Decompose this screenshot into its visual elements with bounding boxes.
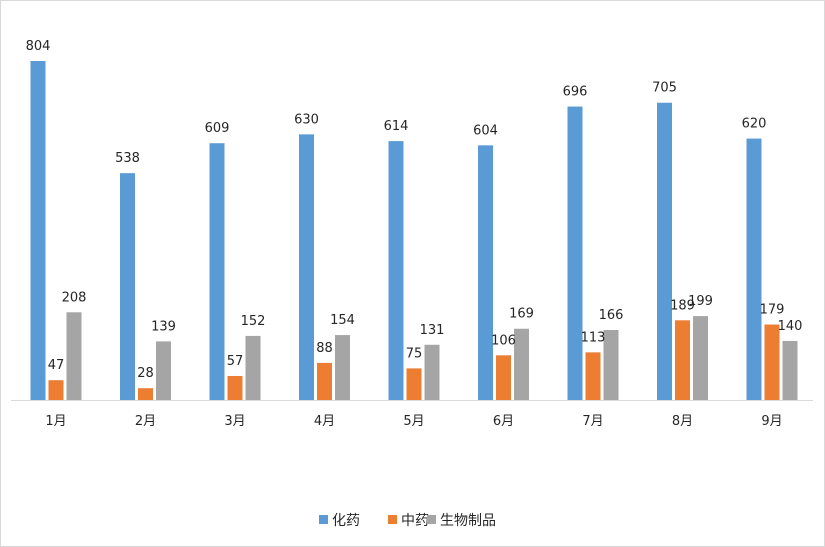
value-label-series-1-cat-8: 179	[760, 303, 785, 318]
bar-series-0-cat-6	[567, 106, 583, 400]
bar-series-1-cat-8	[764, 324, 780, 400]
bar-series-2-cat-2	[245, 335, 261, 400]
bar-series-0-cat-3	[299, 134, 314, 400]
legend-label-2: 生物制品	[440, 513, 496, 529]
value-label-series-2-cat-7: 199	[688, 294, 713, 309]
x-tick-label-2: 3月	[224, 414, 245, 429]
bar-series-2-cat-5	[514, 328, 529, 400]
x-tick-label-6: 7月	[582, 414, 603, 429]
legend-label-0: 化药	[332, 513, 360, 529]
bar-series-1-cat-4	[406, 368, 422, 400]
tick-labels-layer: 1月 2月 3月 4月 5月 6月 7月 8月 9月	[45, 414, 782, 429]
bar-series-0-cat-1	[120, 173, 135, 400]
value-labels-layer: 804 47 208 538 28 139 609 57 152 630 88 154 614 75 131…	[26, 39, 803, 381]
x-tick-label-3: 4月	[314, 414, 335, 429]
legend-swatch-2	[427, 515, 436, 524]
bar-series-1-cat-1	[138, 388, 153, 400]
bar-series-1-cat-0	[48, 380, 64, 400]
bar-series-0-cat-4	[388, 141, 404, 401]
bar-series-0-cat-7	[657, 102, 672, 401]
bar-series-2-cat-8	[782, 340, 798, 400]
bars-layer	[30, 61, 798, 401]
value-label-series-2-cat-4: 131	[420, 323, 445, 338]
x-tick-label-5: 6月	[493, 414, 514, 429]
x-tick-label-8: 9月	[761, 414, 782, 429]
bar-series-0-cat-2	[209, 143, 225, 400]
bar-series-1-cat-7	[675, 320, 690, 400]
value-label-series-0-cat-4: 614	[384, 119, 409, 134]
bar-series-2-cat-3	[335, 335, 350, 400]
value-label-series-1-cat-3: 88	[316, 341, 333, 356]
value-label-series-1-cat-0: 47	[48, 358, 65, 373]
bar-series-2-cat-0	[66, 312, 82, 400]
value-label-series-0-cat-8: 620	[742, 117, 767, 132]
value-label-series-1-cat-7: 189	[670, 298, 695, 313]
value-label-series-1-cat-2: 57	[227, 354, 244, 369]
value-label-series-0-cat-2: 609	[205, 121, 230, 136]
legend-swatch-1	[388, 515, 397, 524]
value-label-series-2-cat-5: 169	[509, 307, 534, 322]
bar-series-0-cat-8	[746, 138, 762, 400]
value-label-series-1-cat-5: 106	[491, 333, 516, 348]
value-label-series-2-cat-8: 140	[778, 319, 803, 334]
bar-series-0-cat-5	[478, 145, 493, 400]
bar-series-2-cat-1	[156, 341, 171, 400]
bar-series-2-cat-4	[424, 344, 440, 400]
value-label-series-2-cat-3: 154	[330, 313, 355, 328]
bar-series-1-cat-3	[317, 362, 332, 400]
value-label-series-2-cat-2: 152	[241, 314, 266, 329]
value-label-series-1-cat-6: 113	[581, 330, 606, 345]
bar-series-1-cat-2	[227, 375, 243, 400]
legend-label-1: 中药	[401, 513, 429, 529]
value-label-series-0-cat-3: 630	[294, 112, 319, 127]
value-label-series-0-cat-7: 705	[652, 81, 677, 96]
value-label-series-0-cat-6: 696	[563, 85, 588, 100]
value-label-series-1-cat-4: 75	[406, 346, 423, 361]
bar-series-2-cat-6	[603, 330, 619, 400]
bar-series-2-cat-7	[693, 316, 708, 400]
value-label-series-0-cat-5: 604	[473, 123, 498, 138]
x-tick-label-7: 8月	[672, 414, 693, 429]
legend: 化药 中药 生物制品	[319, 513, 496, 529]
value-label-series-2-cat-0: 208	[62, 290, 87, 305]
bar-series-1-cat-6	[585, 352, 601, 400]
bar-series-1-cat-5	[496, 355, 511, 400]
value-label-series-0-cat-1: 538	[115, 151, 140, 166]
value-label-series-2-cat-1: 139	[151, 319, 176, 334]
x-tick-label-1: 2月	[135, 414, 156, 429]
value-label-series-0-cat-0: 804	[26, 39, 51, 54]
legend-swatch-0	[319, 515, 328, 524]
bar-series-0-cat-0	[30, 61, 46, 400]
x-tick-label-0: 1月	[45, 414, 66, 429]
x-tick-label-4: 5月	[403, 414, 424, 429]
value-label-series-2-cat-6: 166	[599, 308, 624, 323]
value-label-series-1-cat-1: 28	[137, 366, 154, 381]
